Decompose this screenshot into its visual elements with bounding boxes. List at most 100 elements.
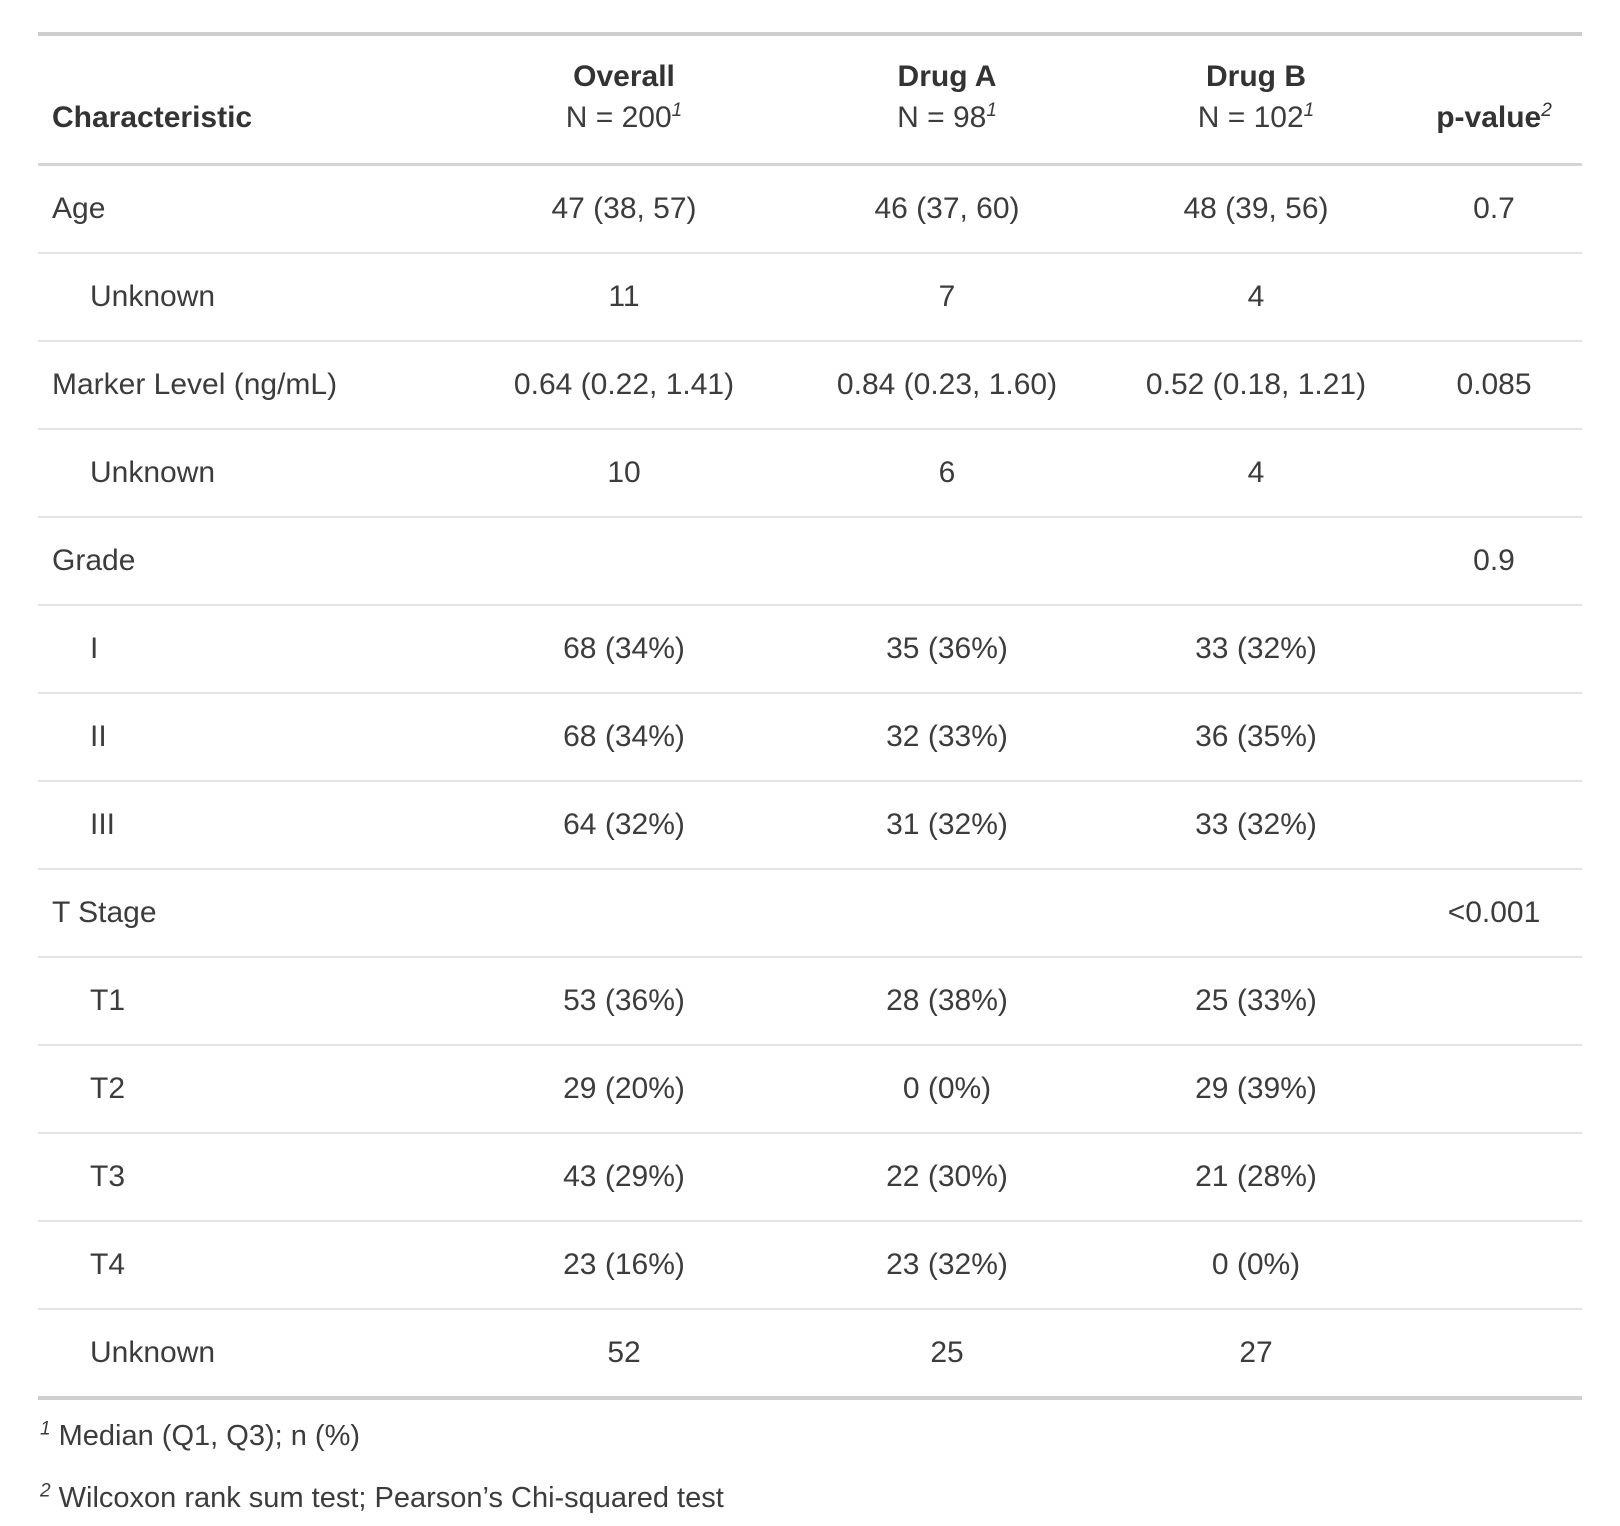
- cell-drug-a: 31 (32%): [788, 780, 1106, 870]
- footnote-marker: 2: [1541, 100, 1552, 122]
- cell-characteristic: Marker Level (ng/mL): [38, 340, 460, 430]
- cell-drug-b: 27: [1106, 1308, 1406, 1400]
- cell-drug-b: 4: [1106, 252, 1406, 342]
- cell-drug-b: 4: [1106, 428, 1406, 518]
- cell-p-value: [1406, 1132, 1582, 1222]
- cell-characteristic: I: [38, 604, 460, 694]
- cell-p-value: 0.085: [1406, 340, 1582, 430]
- footnote-text: Median (Q1, Q3); n (%): [58, 1419, 361, 1452]
- column-header-drug-a: Drug A N = 981: [788, 34, 1106, 166]
- footnote-marker: 2: [40, 1480, 51, 1502]
- cell-drug-a: 32 (33%): [788, 692, 1106, 782]
- cell-p-value: [1406, 1220, 1582, 1310]
- cell-overall: [460, 516, 788, 606]
- cell-drug-b: 33 (32%): [1106, 780, 1406, 870]
- cell-drug-b: 0 (0%): [1106, 1220, 1406, 1310]
- cell-overall: [460, 868, 788, 958]
- column-header-overall: Overall N = 2001: [460, 34, 788, 166]
- cell-drug-a: 28 (38%): [788, 956, 1106, 1046]
- cell-overall: 10: [460, 428, 788, 518]
- cell-overall: 68 (34%): [460, 692, 788, 782]
- cell-p-value: [1406, 1308, 1582, 1400]
- table-row: Marker Level (ng/mL) 0.64 (0.22, 1.41) 0.8…: [38, 340, 1582, 430]
- cell-drug-a: 7: [788, 252, 1106, 342]
- column-header-n: N = 2001: [565, 100, 683, 135]
- cell-drug-a: 0.84 (0.23, 1.60): [788, 340, 1106, 430]
- cell-characteristic: III: [38, 780, 460, 870]
- cell-drug-a: 6: [788, 428, 1106, 518]
- cell-drug-b: 29 (39%): [1106, 1044, 1406, 1134]
- cell-p-value: 0.7: [1406, 164, 1582, 254]
- footnote-marker: 1: [986, 100, 997, 122]
- column-header-characteristic: Characteristic: [38, 34, 460, 166]
- cell-characteristic: Unknown: [38, 252, 460, 342]
- table-row: Unknown 11 7 4: [38, 252, 1582, 342]
- table-header: Characteristic Overall N = 2001 Drug A N…: [38, 34, 1582, 166]
- cell-p-value: [1406, 780, 1582, 870]
- column-header-n: N = 1021: [1197, 100, 1315, 135]
- table-row: T2 29 (20%) 0 (0%) 29 (39%): [38, 1044, 1582, 1134]
- footnote: 2 Wilcoxon rank sum test; Pearson’s Chi-…: [38, 1467, 1582, 1526]
- cell-characteristic: Age: [38, 164, 460, 254]
- table-footnotes: 1 Median (Q1, Q3); n (%) 2 Wilcoxon rank …: [38, 1398, 1582, 1526]
- table-row: Unknown 10 6 4: [38, 428, 1582, 518]
- column-header-label: p-value: [1436, 101, 1542, 135]
- cell-drug-a: 25: [788, 1308, 1106, 1400]
- column-header-n: N = 981: [897, 100, 997, 135]
- cell-drug-b: [1106, 868, 1406, 958]
- cell-p-value: [1406, 956, 1582, 1046]
- column-header-p-value: p-value2: [1406, 34, 1582, 166]
- column-header-label: Overall: [573, 60, 675, 93]
- cell-drug-b: 0.52 (0.18, 1.21): [1106, 340, 1406, 430]
- cell-drug-b: 48 (39, 56): [1106, 164, 1406, 254]
- footnote-marker: 1: [671, 100, 683, 122]
- cell-drug-b: 36 (35%): [1106, 692, 1406, 782]
- column-header-label: Drug A: [897, 60, 997, 93]
- cell-overall: 11: [460, 252, 788, 342]
- cell-characteristic: II: [38, 692, 460, 782]
- column-header-drug-b: Drug B N = 1021: [1106, 34, 1406, 166]
- table-row: T Stage <0.001: [38, 868, 1582, 958]
- table-body: Age 47 (38, 57) 46 (37, 60) 48 (39, 56) 0.7 U…: [38, 164, 1582, 1400]
- cell-drug-a: 0 (0%): [788, 1044, 1106, 1134]
- header-row: Characteristic Overall N = 2001 Drug A N…: [38, 34, 1582, 166]
- footnote-marker: 1: [1303, 100, 1315, 122]
- table-row: II 68 (34%) 32 (33%) 36 (35%): [38, 692, 1582, 782]
- summary-table-container: Characteristic Overall N = 2001 Drug A N…: [38, 32, 1582, 1526]
- cell-characteristic: T Stage: [38, 868, 460, 958]
- cell-characteristic: Unknown: [38, 428, 460, 518]
- table-row: T4 23 (16%) 23 (32%) 0 (0%): [38, 1220, 1582, 1310]
- cell-overall: 23 (16%): [460, 1220, 788, 1310]
- cell-characteristic: T4: [38, 1220, 460, 1310]
- summary-table: Characteristic Overall N = 2001 Drug A N…: [38, 32, 1582, 1526]
- cell-overall: 52: [460, 1308, 788, 1400]
- cell-drug-a: [788, 868, 1106, 958]
- cell-overall: 0.64 (0.22, 1.41): [460, 340, 788, 430]
- table-row: I 68 (34%) 35 (36%) 33 (32%): [38, 604, 1582, 694]
- table-row: T3 43 (29%) 22 (30%) 21 (28%): [38, 1132, 1582, 1222]
- footnote-marker: 1: [40, 1418, 51, 1440]
- column-header-label: Drug B: [1206, 60, 1306, 93]
- cell-drug-b: 25 (33%): [1106, 956, 1406, 1046]
- cell-p-value: [1406, 604, 1582, 694]
- cell-characteristic: T3: [38, 1132, 460, 1222]
- cell-overall: 29 (20%): [460, 1044, 788, 1134]
- column-header-label: Characteristic: [52, 101, 253, 135]
- cell-p-value: [1406, 692, 1582, 782]
- cell-p-value: <0.001: [1406, 868, 1582, 958]
- cell-characteristic: T2: [38, 1044, 460, 1134]
- cell-p-value: 0.9: [1406, 516, 1582, 606]
- cell-overall: 64 (32%): [460, 780, 788, 870]
- footnote-text: Wilcoxon rank sum test; Pearson’s Chi-sq…: [58, 1482, 724, 1515]
- footnote-row: 2 Wilcoxon rank sum test; Pearson’s Chi-…: [38, 1467, 1582, 1526]
- cell-overall: 53 (36%): [460, 956, 788, 1046]
- cell-drug-b: [1106, 516, 1406, 606]
- cell-characteristic: Grade: [38, 516, 460, 606]
- table-row: T1 53 (36%) 28 (38%) 25 (33%): [38, 956, 1582, 1046]
- cell-drug-a: 22 (30%): [788, 1132, 1106, 1222]
- cell-p-value: [1406, 428, 1582, 518]
- cell-p-value: [1406, 1044, 1582, 1134]
- cell-overall: 47 (38, 57): [460, 164, 788, 254]
- cell-characteristic: Unknown: [38, 1308, 460, 1400]
- cell-drug-a: 23 (32%): [788, 1220, 1106, 1310]
